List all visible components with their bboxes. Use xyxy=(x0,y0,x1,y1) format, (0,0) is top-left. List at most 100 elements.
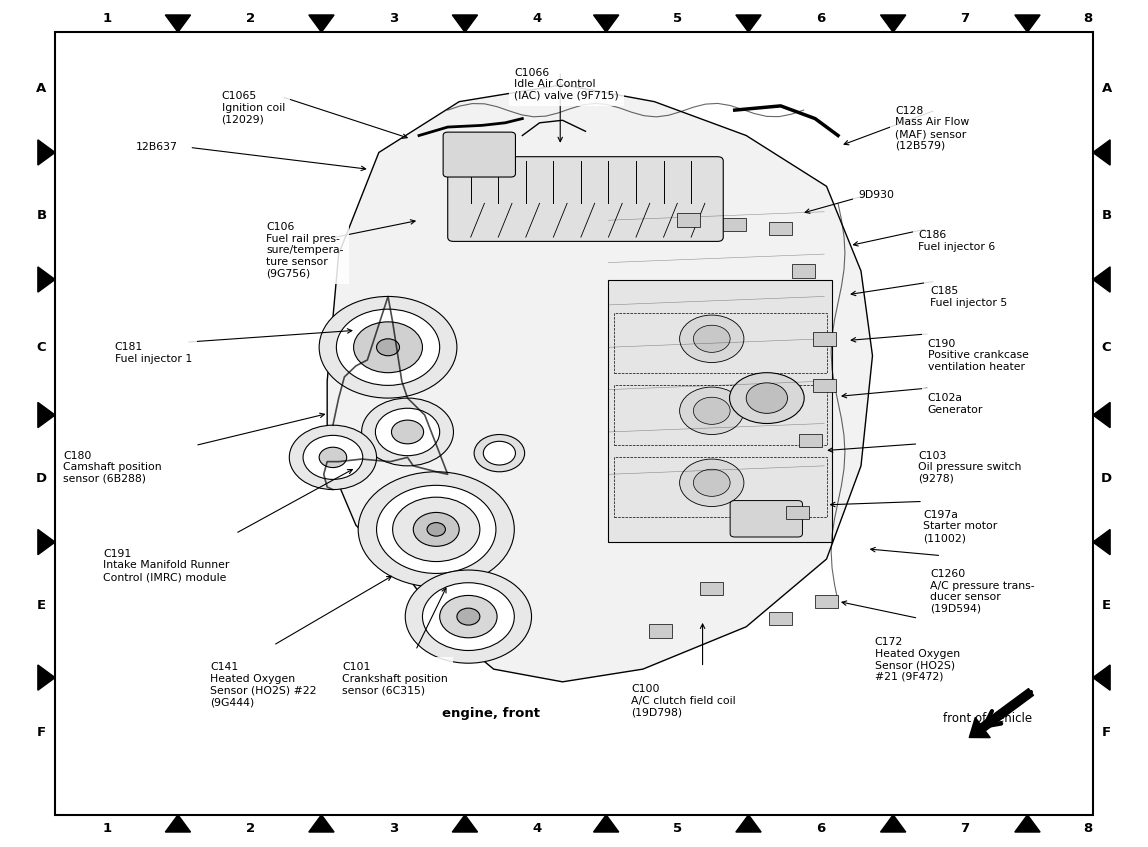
Polygon shape xyxy=(38,267,55,292)
Bar xyxy=(815,595,838,608)
Polygon shape xyxy=(309,15,334,32)
Polygon shape xyxy=(594,15,619,32)
Bar xyxy=(677,213,700,227)
Circle shape xyxy=(319,296,457,398)
Circle shape xyxy=(680,315,744,363)
Circle shape xyxy=(391,420,424,444)
Polygon shape xyxy=(881,15,906,32)
Text: 1: 1 xyxy=(102,822,111,834)
Bar xyxy=(649,624,672,638)
Text: C100
A/C clutch field coil
(19D798): C100 A/C clutch field coil (19D798) xyxy=(631,684,736,717)
Text: 9D930: 9D930 xyxy=(859,190,894,200)
Polygon shape xyxy=(1015,815,1040,832)
Text: C: C xyxy=(37,340,46,354)
Circle shape xyxy=(693,325,730,352)
Text: 2: 2 xyxy=(246,13,255,25)
Text: C191
Intake Manifold Runner
Control (IMRC) module: C191 Intake Manifold Runner Control (IMR… xyxy=(103,549,230,582)
Circle shape xyxy=(336,309,440,385)
Polygon shape xyxy=(452,15,478,32)
Polygon shape xyxy=(1093,140,1110,165)
Polygon shape xyxy=(38,140,55,165)
Text: C180
Camshaft position
sensor (6B288): C180 Camshaft position sensor (6B288) xyxy=(63,451,162,484)
Text: B: B xyxy=(37,209,46,223)
Polygon shape xyxy=(38,402,55,428)
FancyArrowPatch shape xyxy=(969,689,1033,738)
Text: C141
Heated Oxygen
Sensor (HO2S) #22
(9G444): C141 Heated Oxygen Sensor (HO2S) #22 (9G… xyxy=(210,662,317,707)
Bar xyxy=(786,506,809,519)
Polygon shape xyxy=(881,815,906,832)
Text: 4: 4 xyxy=(533,822,542,834)
Circle shape xyxy=(393,497,480,562)
Text: 5: 5 xyxy=(673,822,682,834)
Text: C1260
A/C pressure trans-
ducer sensor
(19D594): C1260 A/C pressure trans- ducer sensor (… xyxy=(930,569,1034,614)
Text: C102a
Generator: C102a Generator xyxy=(928,393,983,415)
Text: E: E xyxy=(37,599,46,612)
Bar xyxy=(792,264,815,278)
Circle shape xyxy=(427,523,445,536)
Polygon shape xyxy=(1093,402,1110,428)
Text: D: D xyxy=(36,472,47,485)
Text: 3: 3 xyxy=(389,822,398,834)
Bar xyxy=(799,434,822,447)
Circle shape xyxy=(375,408,440,456)
Circle shape xyxy=(693,469,730,496)
Text: engine, front: engine, front xyxy=(442,706,541,720)
Text: 8: 8 xyxy=(1084,822,1093,834)
Text: 3: 3 xyxy=(389,13,398,25)
Bar xyxy=(813,379,836,392)
Text: C172
Heated Oxygen
Sensor (HO2S)
#21 (9F472): C172 Heated Oxygen Sensor (HO2S) #21 (9F… xyxy=(875,637,960,682)
Polygon shape xyxy=(1093,665,1110,690)
Text: C128
Mass Air Flow
(MAF) sensor
(12B579): C128 Mass Air Flow (MAF) sensor (12B579) xyxy=(895,106,970,151)
Circle shape xyxy=(319,447,347,468)
Text: C: C xyxy=(1102,340,1111,354)
Polygon shape xyxy=(165,815,191,832)
Text: C1066
Idle Air Control
(IAC) valve (9F715): C1066 Idle Air Control (IAC) valve (9F71… xyxy=(514,68,619,101)
Polygon shape xyxy=(38,665,55,690)
Polygon shape xyxy=(736,815,761,832)
Circle shape xyxy=(457,608,480,625)
Bar xyxy=(769,612,792,625)
Text: 7: 7 xyxy=(960,13,969,25)
Circle shape xyxy=(746,383,788,413)
Text: 2: 2 xyxy=(246,822,255,834)
Polygon shape xyxy=(1093,529,1110,555)
Circle shape xyxy=(405,570,532,663)
Text: C190
Positive crankcase
ventilation heater: C190 Positive crankcase ventilation heat… xyxy=(928,339,1029,372)
Bar xyxy=(723,218,746,231)
Circle shape xyxy=(440,595,497,638)
Bar xyxy=(813,332,836,346)
Text: C103
Oil pressure switch
(9278): C103 Oil pressure switch (9278) xyxy=(918,451,1022,484)
Polygon shape xyxy=(1093,267,1110,292)
Circle shape xyxy=(693,397,730,424)
Text: C185
Fuel injector 5: C185 Fuel injector 5 xyxy=(930,286,1007,308)
Bar xyxy=(769,222,792,235)
Text: 5: 5 xyxy=(673,13,682,25)
Circle shape xyxy=(354,322,422,373)
Text: 1: 1 xyxy=(102,13,111,25)
Circle shape xyxy=(413,512,459,546)
Text: E: E xyxy=(1102,599,1111,612)
Polygon shape xyxy=(1015,15,1040,32)
Text: D: D xyxy=(1101,472,1112,485)
PathPatch shape xyxy=(327,85,872,682)
Polygon shape xyxy=(452,815,478,832)
Text: A: A xyxy=(1102,82,1111,96)
Text: 4: 4 xyxy=(533,13,542,25)
Circle shape xyxy=(680,387,744,435)
Circle shape xyxy=(377,339,400,356)
FancyBboxPatch shape xyxy=(608,280,832,542)
Polygon shape xyxy=(38,529,55,555)
Polygon shape xyxy=(736,15,761,32)
Circle shape xyxy=(422,583,514,650)
FancyBboxPatch shape xyxy=(730,501,802,537)
FancyBboxPatch shape xyxy=(443,132,515,177)
Text: C101
Crankshaft position
sensor (6C315): C101 Crankshaft position sensor (6C315) xyxy=(342,662,448,695)
Circle shape xyxy=(362,398,453,466)
Circle shape xyxy=(483,441,515,465)
Bar xyxy=(700,582,723,595)
Circle shape xyxy=(474,435,525,472)
Text: 6: 6 xyxy=(816,13,825,25)
Ellipse shape xyxy=(730,373,804,424)
FancyBboxPatch shape xyxy=(448,157,723,241)
Bar xyxy=(614,385,827,445)
